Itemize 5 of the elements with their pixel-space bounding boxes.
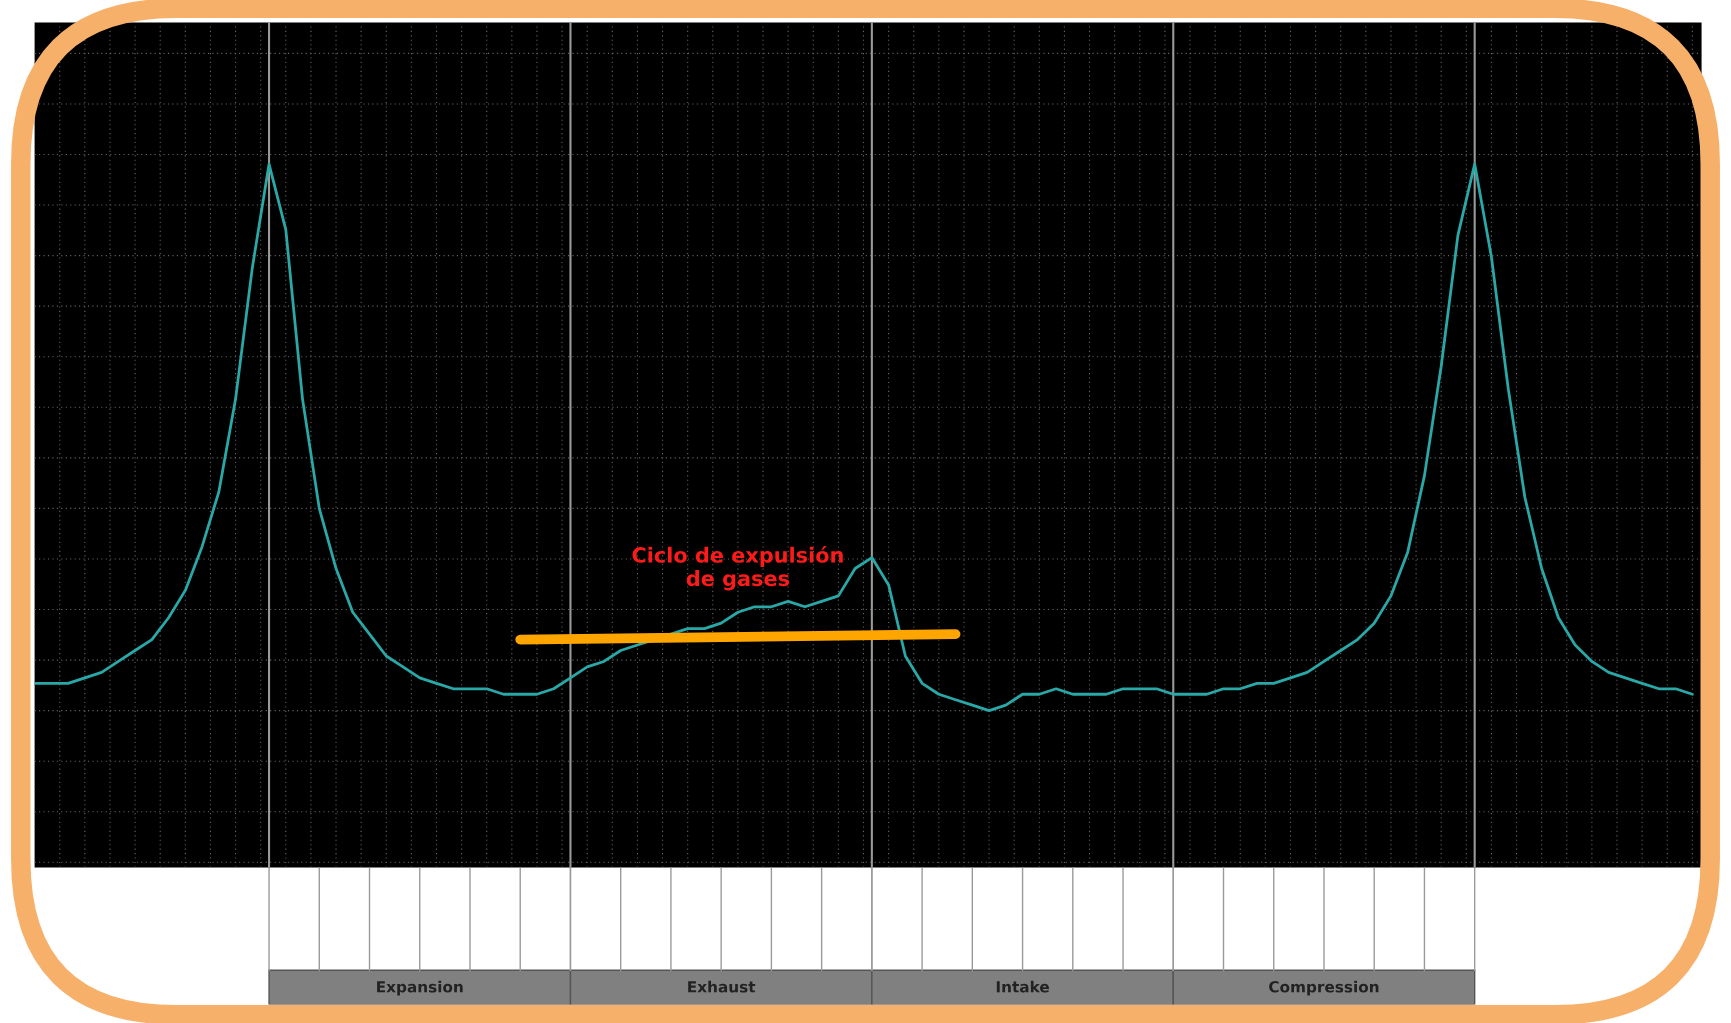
text: Ciclo de expulsión de gases (632, 545, 843, 591)
text: Expansion (377, 980, 463, 996)
text: Compression (1269, 980, 1379, 996)
text: Intake (996, 980, 1049, 993)
text: Exhaust (688, 980, 756, 993)
